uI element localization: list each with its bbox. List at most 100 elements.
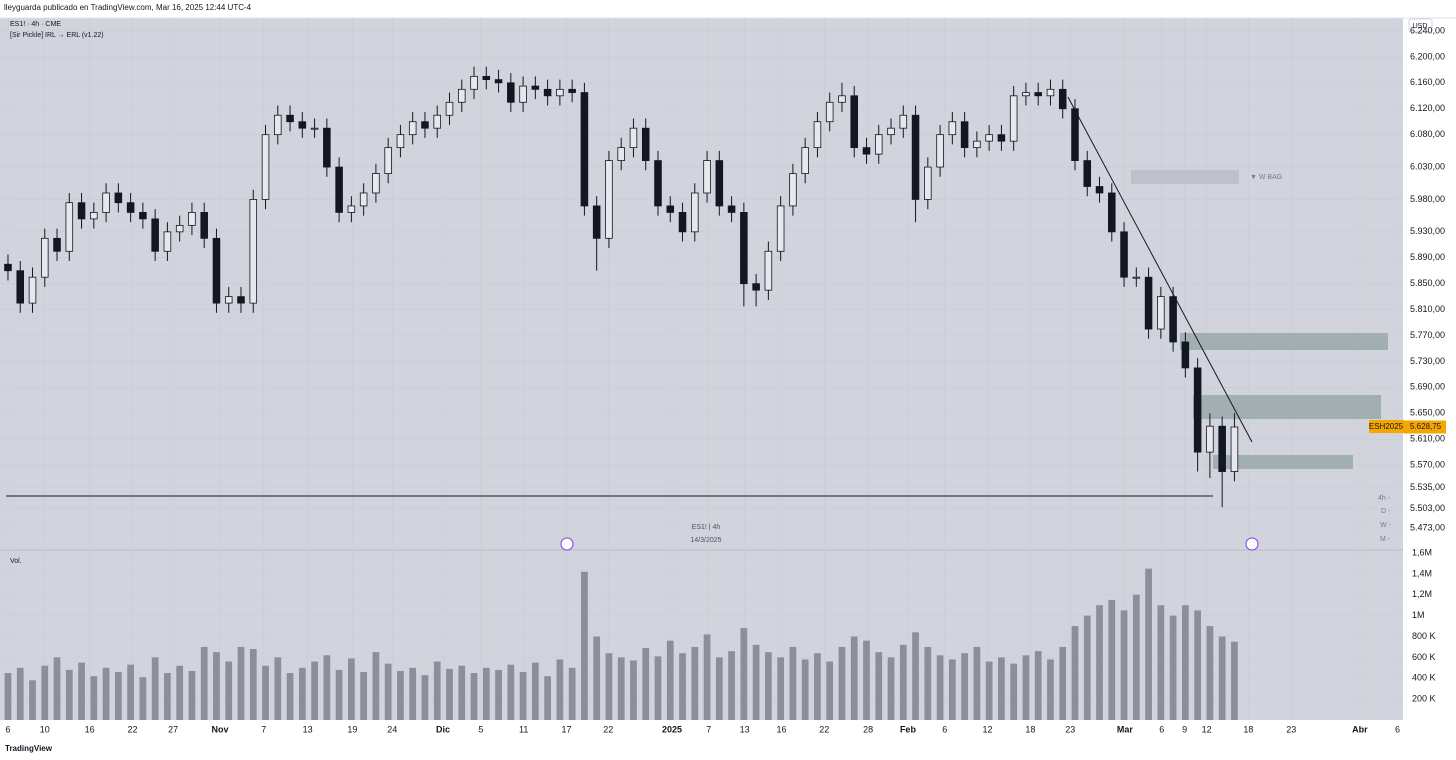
volume-bar — [789, 646, 797, 720]
candle-body — [249, 199, 258, 304]
candle-body — [776, 205, 785, 252]
candle-body — [16, 270, 25, 304]
x-tick-label: 6 — [1395, 724, 1400, 734]
candle-body — [936, 134, 944, 168]
volume-bar — [1047, 659, 1054, 720]
volume-bar — [1181, 605, 1189, 720]
volume-bar — [826, 661, 834, 720]
candle-body — [224, 296, 233, 304]
volume-bar — [433, 661, 441, 720]
candle-body — [310, 127, 319, 130]
volume-bar — [948, 659, 956, 720]
volume-bar — [617, 657, 625, 720]
candle-body — [666, 205, 675, 213]
volume-bar — [740, 628, 748, 720]
volume-bar — [127, 664, 134, 720]
y-tick-label: 5.980,00 — [1410, 194, 1445, 204]
volume-bar — [887, 657, 895, 720]
candle-body — [1071, 108, 1079, 161]
y2-tick-label: 400 K — [1412, 673, 1436, 683]
candle-body — [1230, 426, 1239, 472]
volume-bar — [752, 644, 760, 720]
trend-line — [1067, 96, 1253, 443]
candle-body — [408, 121, 417, 136]
candle-body — [188, 212, 196, 226]
last-price-label: 5.628,75 — [1410, 422, 1442, 431]
candle-body — [691, 192, 699, 233]
volume-bar — [213, 652, 220, 720]
volume-bar — [703, 634, 711, 720]
volume-bar — [556, 659, 564, 720]
candle-body — [727, 205, 736, 213]
y-tick-label: 5.770,00 — [1410, 330, 1445, 340]
candle-body — [997, 134, 1006, 142]
volume-bar — [666, 640, 674, 720]
volume-bar — [654, 656, 662, 720]
volume-bar — [728, 651, 735, 720]
legend-symbol: ES1! · 4h · CME — [10, 21, 61, 28]
candle-body — [580, 92, 589, 207]
candle-body — [924, 166, 932, 200]
volume-bar — [777, 657, 785, 720]
volume-bar — [16, 667, 24, 720]
volume-bar — [1206, 626, 1214, 720]
candle-body — [274, 114, 282, 136]
currency-button[interactable] — [1408, 18, 1433, 33]
x-tick-label: Nov — [212, 724, 229, 734]
candle-body — [1144, 276, 1153, 330]
timeframe-label: D - — [1381, 508, 1391, 515]
volume-bar — [65, 669, 73, 720]
event-icon[interactable] — [1245, 537, 1259, 551]
y-tick-label: 5.473,00 — [1410, 522, 1445, 532]
candle-body — [629, 127, 638, 149]
volume-bar — [936, 655, 944, 720]
volume-bar — [1108, 599, 1116, 720]
candle-body — [801, 147, 809, 174]
volume-bar — [1132, 594, 1140, 720]
volume-bar — [850, 636, 858, 720]
currency-label[interactable]: USD — [1413, 23, 1428, 30]
volume-bar — [1022, 655, 1030, 720]
candle-body — [470, 75, 478, 90]
candle-body — [617, 147, 625, 161]
candle-body — [556, 88, 564, 97]
volume-bar — [679, 653, 686, 720]
candle-body — [212, 237, 221, 304]
candle-body — [77, 202, 86, 220]
y-tick-label: 5.535,00 — [1410, 482, 1445, 492]
volume-bar — [1169, 615, 1177, 720]
x-tick-label: Mar — [1117, 724, 1134, 734]
zone-label: ▼ W BAG — [1250, 174, 1282, 181]
volume-bar — [311, 661, 318, 720]
candle-body — [53, 237, 61, 252]
y2-tick-label: 600 K — [1412, 652, 1436, 662]
volume-bar — [1034, 651, 1042, 720]
volume-bar — [102, 667, 110, 720]
volume-bar — [237, 646, 245, 720]
candle-body — [531, 85, 540, 90]
candle-body — [421, 121, 429, 129]
candle-body — [519, 85, 527, 103]
y-tick-label: 5.650,00 — [1410, 408, 1445, 418]
x-tick-label: 23 — [1286, 724, 1296, 734]
y2-tick-label: 1M — [1412, 610, 1425, 620]
volume-bar — [961, 653, 968, 720]
candle-body — [298, 121, 307, 129]
candle-body — [973, 140, 981, 149]
x-tick-label: 18 — [1243, 724, 1253, 734]
y-tick-label: 5.930,00 — [1410, 226, 1445, 236]
candle-body — [261, 134, 270, 200]
timeframe-label: M - — [1380, 536, 1391, 543]
x-tick-label: 9 — [1182, 724, 1187, 734]
y-tick-label: 5.810,00 — [1410, 304, 1445, 314]
volume-bar — [630, 660, 637, 720]
x-tick-label: 27 — [168, 724, 178, 734]
candle-body — [715, 160, 724, 207]
volume-bar — [458, 665, 466, 720]
x-tick-label: 2025 — [662, 724, 682, 734]
x-tick-label: 22 — [127, 724, 137, 734]
candle-body — [948, 121, 957, 136]
event-icon[interactable] — [560, 537, 574, 551]
candle-body — [200, 212, 208, 239]
